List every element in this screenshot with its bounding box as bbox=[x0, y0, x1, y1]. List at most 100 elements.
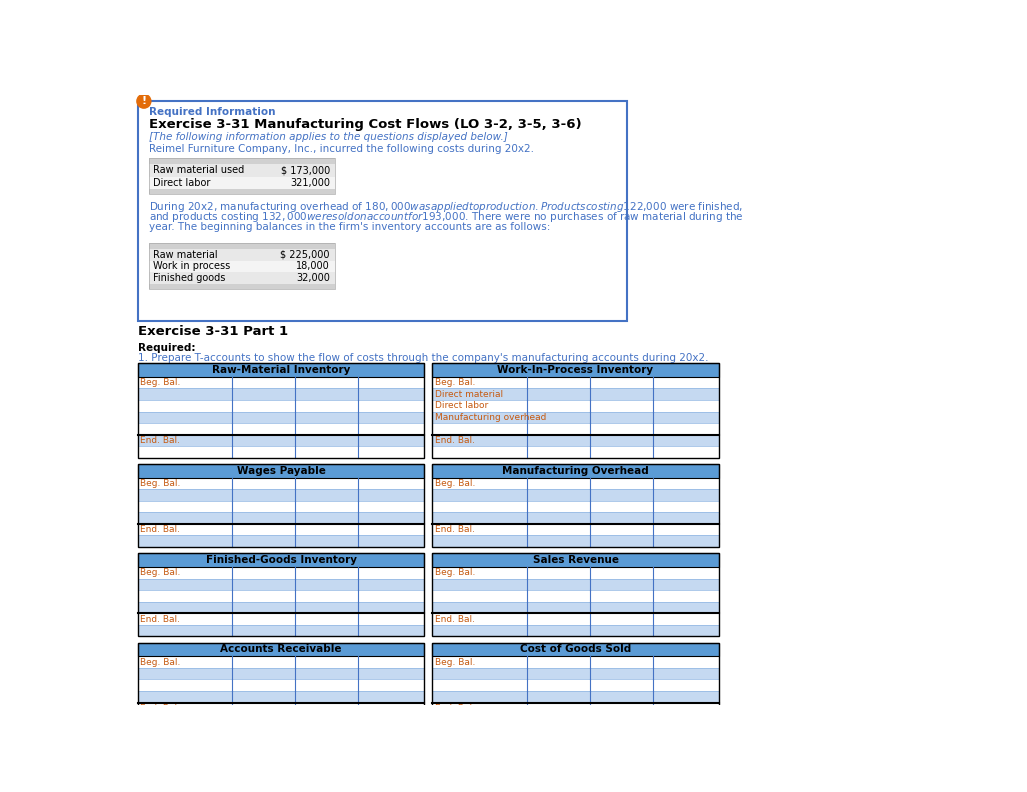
Bar bbox=[138, 489, 424, 501]
Bar bbox=[432, 703, 719, 714]
Bar bbox=[432, 553, 719, 567]
Bar bbox=[432, 423, 719, 435]
Bar bbox=[138, 412, 424, 423]
Bar bbox=[138, 464, 424, 478]
Text: Beg. Bal.: Beg. Bal. bbox=[434, 378, 474, 387]
Text: Manufacturing Overhead: Manufacturing Overhead bbox=[502, 466, 649, 476]
Bar bbox=[138, 512, 424, 524]
Text: 1. Prepare T-accounts to show the flow of costs through the company's manufactur: 1. Prepare T-accounts to show the flow o… bbox=[138, 353, 709, 364]
Bar bbox=[138, 703, 424, 714]
Text: Raw material: Raw material bbox=[153, 249, 218, 260]
Bar bbox=[138, 377, 424, 388]
Text: $ 225,000: $ 225,000 bbox=[280, 249, 330, 260]
Bar bbox=[149, 249, 335, 261]
Text: Direct material: Direct material bbox=[434, 390, 502, 398]
Bar bbox=[138, 388, 424, 400]
Bar bbox=[138, 423, 424, 435]
Text: Raw-Material Inventory: Raw-Material Inventory bbox=[212, 365, 350, 375]
Bar bbox=[432, 625, 719, 636]
Bar bbox=[432, 613, 719, 625]
Text: 32,000: 32,000 bbox=[296, 273, 330, 283]
Text: $ 173,000: $ 173,000 bbox=[280, 166, 330, 176]
Bar bbox=[432, 464, 719, 478]
Text: Beg. Bal.: Beg. Bal. bbox=[140, 378, 181, 387]
Text: Raw material used: Raw material used bbox=[153, 166, 244, 176]
Bar bbox=[138, 435, 424, 446]
Text: Beg. Bal.: Beg. Bal. bbox=[434, 479, 474, 488]
Text: Beg. Bal.: Beg. Bal. bbox=[140, 569, 181, 577]
Bar bbox=[138, 602, 424, 613]
Text: End. Bal.: End. Bal. bbox=[434, 436, 474, 445]
Text: Reimel Furniture Company, Inc., incurred the following costs during 20x2.: Reimel Furniture Company, Inc., incurred… bbox=[149, 144, 533, 154]
Bar bbox=[149, 243, 335, 289]
Bar bbox=[138, 590, 424, 602]
Text: Beg. Bal.: Beg. Bal. bbox=[140, 657, 181, 667]
Bar bbox=[432, 435, 719, 446]
Bar bbox=[149, 272, 335, 284]
Text: 18,000: 18,000 bbox=[296, 261, 330, 272]
Bar bbox=[149, 177, 335, 189]
Bar bbox=[149, 158, 335, 194]
Bar bbox=[432, 400, 719, 412]
Text: Direct labor: Direct labor bbox=[434, 402, 488, 410]
Bar bbox=[138, 625, 424, 636]
Text: During 20x2, manufacturing overhead of $180,000 was applied to production. Produ: During 20x2, manufacturing overhead of $… bbox=[149, 200, 743, 214]
Bar bbox=[138, 553, 424, 567]
Bar bbox=[432, 478, 719, 489]
Text: Beg. Bal.: Beg. Bal. bbox=[434, 657, 474, 667]
Bar bbox=[138, 613, 424, 625]
Bar bbox=[138, 400, 424, 412]
Bar bbox=[138, 363, 424, 377]
Circle shape bbox=[137, 94, 151, 109]
Bar bbox=[138, 567, 424, 579]
Text: End. Bal.: End. Bal. bbox=[434, 615, 474, 623]
Text: End. Bal.: End. Bal. bbox=[140, 704, 180, 713]
Text: End. Bal.: End. Bal. bbox=[434, 704, 474, 713]
Bar bbox=[138, 579, 424, 590]
Bar bbox=[138, 668, 424, 680]
Bar bbox=[138, 642, 424, 657]
Bar bbox=[138, 642, 424, 714]
Bar bbox=[432, 602, 719, 613]
Text: !: ! bbox=[142, 96, 147, 106]
Bar bbox=[149, 261, 335, 272]
Text: Required:: Required: bbox=[138, 344, 195, 353]
Bar bbox=[432, 412, 719, 423]
Bar bbox=[432, 691, 719, 703]
Bar bbox=[149, 158, 335, 164]
Bar bbox=[432, 363, 719, 458]
Text: [The following information applies to the questions displayed below.]: [The following information applies to th… bbox=[149, 131, 507, 142]
Text: Exercise 3-31 Manufacturing Cost Flows (LO 3-2, 3-5, 3-6): Exercise 3-31 Manufacturing Cost Flows (… bbox=[149, 118, 581, 131]
Text: year. The beginning balances in the firm's inventory accounts are as follows:: year. The beginning balances in the firm… bbox=[149, 222, 549, 232]
Bar bbox=[432, 363, 719, 377]
Bar bbox=[149, 189, 335, 194]
Bar bbox=[432, 512, 719, 524]
Text: 321,000: 321,000 bbox=[290, 178, 330, 188]
Text: and products costing $132,000 were sold on account for $193,000. There were no p: and products costing $132,000 were sold … bbox=[149, 210, 744, 223]
Text: End. Bal.: End. Bal. bbox=[140, 615, 180, 623]
Text: Work-In-Process Inventory: Work-In-Process Inventory bbox=[497, 365, 653, 375]
Text: Exercise 3-31 Part 1: Exercise 3-31 Part 1 bbox=[138, 325, 288, 338]
Bar bbox=[138, 524, 424, 535]
Bar bbox=[432, 553, 719, 636]
Text: Cost of Goods Sold: Cost of Goods Sold bbox=[520, 645, 632, 654]
Text: End. Bal.: End. Bal. bbox=[434, 525, 474, 535]
Bar bbox=[432, 501, 719, 512]
Text: Finished-Goods Inventory: Finished-Goods Inventory bbox=[205, 555, 356, 565]
Bar bbox=[138, 657, 424, 668]
Bar bbox=[432, 388, 719, 400]
Text: Manufacturing overhead: Manufacturing overhead bbox=[434, 413, 546, 422]
Text: End. Bal.: End. Bal. bbox=[140, 525, 180, 535]
Bar bbox=[432, 377, 719, 388]
Bar bbox=[138, 535, 424, 547]
Bar bbox=[432, 567, 719, 579]
Bar bbox=[432, 590, 719, 602]
Bar bbox=[432, 642, 719, 714]
Bar bbox=[138, 478, 424, 489]
Text: Sales Revenue: Sales Revenue bbox=[533, 555, 618, 565]
Bar bbox=[138, 680, 424, 691]
Bar bbox=[138, 553, 424, 636]
Bar bbox=[149, 284, 335, 289]
Bar bbox=[138, 501, 424, 512]
Text: Beg. Bal.: Beg. Bal. bbox=[140, 479, 181, 488]
